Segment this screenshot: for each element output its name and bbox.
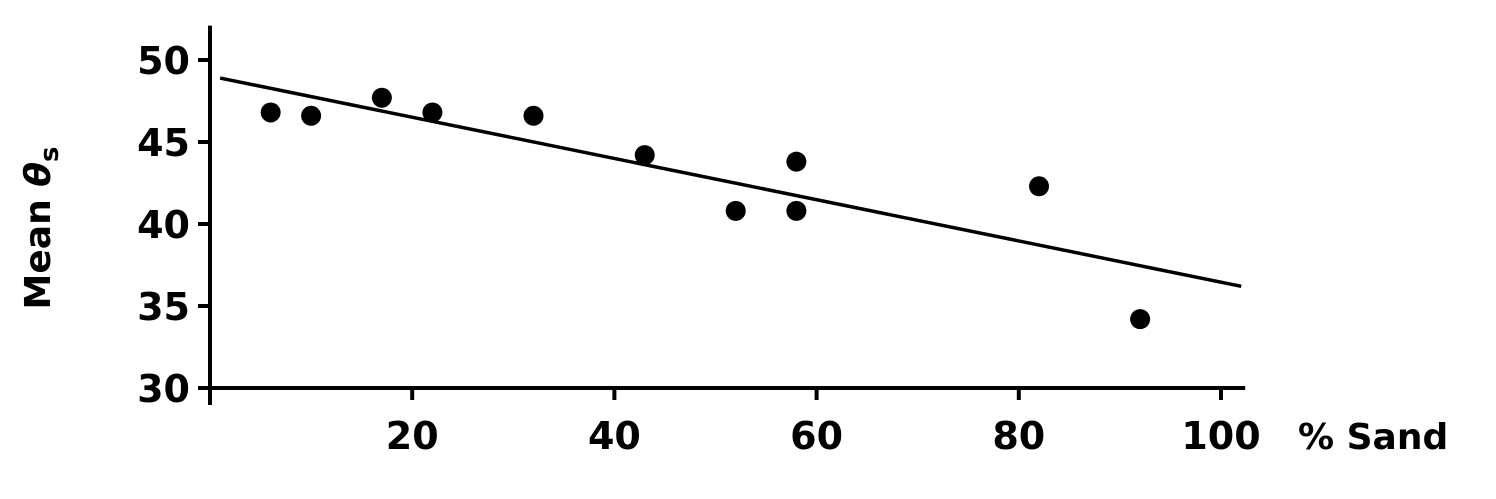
- regression-line: [219, 76, 1242, 289]
- data-point: [786, 200, 807, 221]
- y-axis-title-main: Mean: [18, 187, 59, 310]
- y-axis-title-symbol: θ: [18, 162, 59, 187]
- data-point: [1029, 176, 1050, 197]
- y-axis-title: Mean θs: [18, 147, 65, 310]
- ticks: 30 35 40 45 50 20 40 60 80 100: [137, 39, 1261, 458]
- x-tick-label: 20: [386, 414, 439, 458]
- data-point: [1130, 309, 1151, 330]
- data-points: [260, 87, 1151, 330]
- data-point: [371, 87, 392, 108]
- axes: [198, 25, 1246, 405]
- x-tick-label: 100: [1181, 414, 1260, 458]
- y-tick-label: 50: [137, 39, 190, 83]
- x-tick-label: 60: [790, 414, 843, 458]
- data-point: [422, 102, 443, 123]
- data-point: [260, 102, 281, 123]
- x-tick-label: 40: [588, 414, 641, 458]
- y-axis-title-subscript: s: [35, 147, 65, 162]
- data-point: [725, 200, 746, 221]
- data-point: [786, 151, 807, 172]
- y-tick-label: 30: [137, 367, 190, 411]
- y-tick-label: 35: [137, 285, 190, 329]
- x-axis-title: % Sand: [1298, 417, 1448, 458]
- y-tick-label: 45: [137, 121, 190, 165]
- x-tick-label: 80: [992, 414, 1045, 458]
- data-point: [301, 105, 322, 126]
- data-point: [634, 145, 655, 166]
- data-point: [523, 105, 544, 126]
- y-tick-label: 40: [137, 203, 190, 247]
